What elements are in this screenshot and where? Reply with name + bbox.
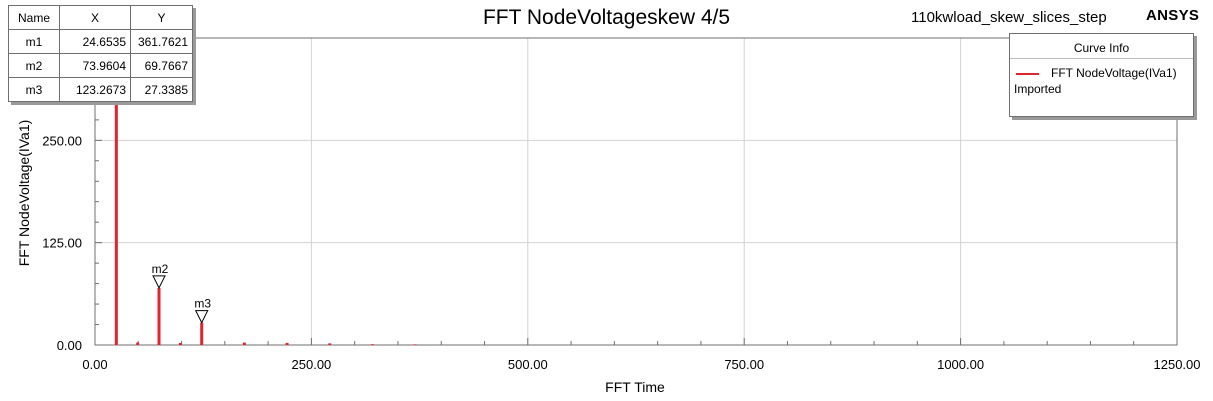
y-tick-label: 250.00 bbox=[42, 133, 82, 148]
marker-triangle-icon bbox=[152, 275, 166, 290]
curve-info-legend[interactable]: Curve Info FFT NodeVoltage(IVa1) Importe… bbox=[1009, 33, 1194, 117]
brand-logo: ANSYS bbox=[1146, 7, 1200, 24]
table-row[interactable]: m3 123.2673 27.3385 bbox=[8, 77, 193, 102]
marker-x: 24.6535 bbox=[59, 29, 131, 54]
marker-name: m1 bbox=[8, 29, 60, 54]
legend-sublabel: Imported bbox=[1014, 82, 1062, 96]
y-axis-ticks: 0.00 125.00 250.00 bbox=[42, 57, 102, 353]
legend-title: Curve Info bbox=[1010, 34, 1193, 59]
x-axis-label: FFT Time bbox=[605, 379, 665, 395]
table-row[interactable]: m1 24.6535 361.7621 bbox=[8, 29, 193, 54]
y-tick-label: 125.00 bbox=[42, 236, 82, 251]
x-axis-ticks: 0.00 250.00 500.00 750.00 1000.00 1250.00 bbox=[82, 338, 1201, 372]
plot-frame bbox=[94, 37, 1178, 346]
x-tick-label: 250.00 bbox=[292, 357, 332, 372]
marker-label: m2 bbox=[152, 262, 169, 276]
marker-name: m3 bbox=[8, 77, 60, 102]
header-x: X bbox=[59, 5, 131, 30]
marker-name: m2 bbox=[8, 53, 60, 78]
x-tick-label: 500.00 bbox=[508, 357, 548, 372]
legend-swatch bbox=[1016, 73, 1039, 75]
marker-x: 123.2673 bbox=[59, 77, 131, 102]
x-tick-label: 1250.00 bbox=[1154, 357, 1201, 372]
x-tick-label: 750.00 bbox=[724, 357, 764, 372]
x-tick-label: 0.00 bbox=[82, 357, 107, 372]
marker-x: 73.9604 bbox=[59, 53, 131, 78]
marker-table-header: Name X Y bbox=[8, 5, 193, 30]
marker-label: m3 bbox=[194, 297, 211, 311]
y-tick-label: 0.00 bbox=[57, 338, 82, 353]
x-tick-label: 1000.00 bbox=[937, 357, 984, 372]
markers: m2 m3 bbox=[152, 262, 211, 324]
marker-table: Name X Y m1 24.6535 361.7621 m2 73.9604 … bbox=[8, 5, 193, 102]
marker-y: 69.7667 bbox=[130, 53, 193, 78]
header-y: Y bbox=[130, 5, 193, 30]
table-row[interactable]: m2 73.9604 69.7667 bbox=[8, 53, 193, 78]
project-name: 110kwload_skew_slices_step bbox=[911, 9, 1107, 26]
y-axis-label: FFT NodeVoltage(IVa1) bbox=[16, 120, 32, 267]
header-name: Name bbox=[8, 5, 60, 30]
legend-entry[interactable]: FFT NodeVoltage(IVa1) bbox=[1010, 65, 1193, 85]
marker-y: 361.7621 bbox=[130, 29, 193, 54]
marker-triangle-icon bbox=[194, 310, 209, 324]
marker-y: 27.3385 bbox=[130, 77, 193, 102]
legend-label: FFT NodeVoltage(IVa1) bbox=[1051, 66, 1177, 80]
